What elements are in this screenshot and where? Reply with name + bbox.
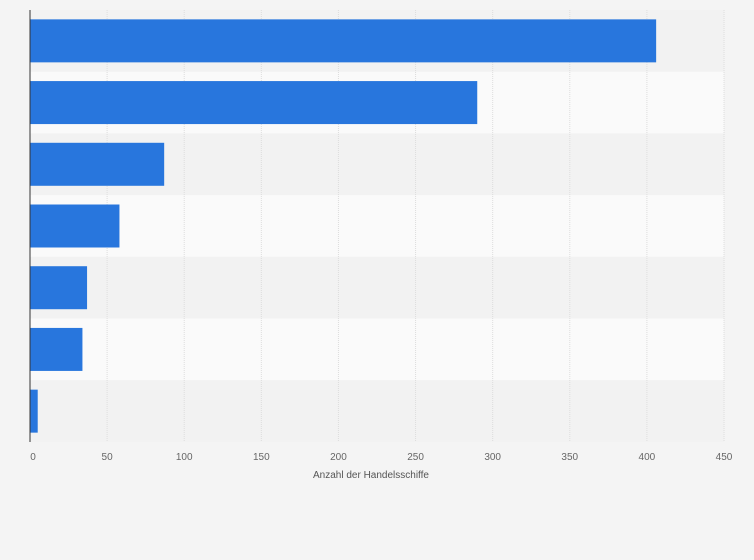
bars xyxy=(30,19,657,433)
x-tick-label: 400 xyxy=(639,452,656,463)
row-band xyxy=(30,318,724,381)
x-tick-labels: 0 50 100 150 200 250 300 350 400 450 xyxy=(30,452,733,463)
bar xyxy=(30,81,478,125)
bar xyxy=(30,204,120,248)
x-tick-label: 50 xyxy=(102,452,114,463)
row-band xyxy=(30,256,724,319)
x-tick-label: 300 xyxy=(484,452,501,463)
bar xyxy=(30,19,657,63)
bar xyxy=(30,142,165,186)
bar xyxy=(30,389,38,433)
x-tick-label: 100 xyxy=(176,452,193,463)
row-band xyxy=(30,195,724,257)
bar xyxy=(30,266,88,310)
x-tick-label: 0 xyxy=(30,452,36,463)
x-tick-label: 150 xyxy=(253,452,270,463)
x-tick-label: 350 xyxy=(561,452,578,463)
row-bands xyxy=(30,10,724,442)
x-axis-title: Anzahl der Handelsschiffe xyxy=(313,470,429,481)
row-band xyxy=(30,380,724,442)
x-tick-label: 450 xyxy=(716,452,733,463)
x-tick-label: 200 xyxy=(330,452,347,463)
x-tick-label: 250 xyxy=(407,452,424,463)
bar xyxy=(30,327,83,371)
